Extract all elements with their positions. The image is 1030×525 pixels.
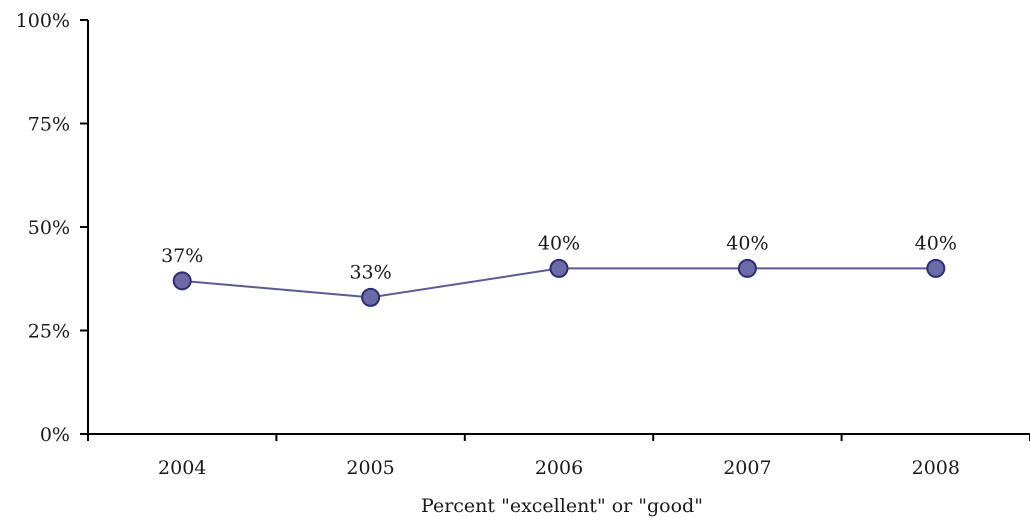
data-label: 40%: [726, 232, 768, 254]
x-axis: 2004 2005 2006 2007 2008: [87, 433, 1030, 479]
data-label: 40%: [538, 232, 580, 254]
data-point: [737, 258, 757, 278]
y-tick-label: 75%: [28, 114, 70, 136]
data-label: 33%: [349, 261, 391, 283]
y-tick-label: 0%: [40, 424, 70, 446]
x-axis-title: Percent "excellent" or "good": [421, 495, 703, 517]
x-tick-label: 2006: [535, 457, 583, 479]
data-label: 37%: [161, 245, 203, 267]
data-point: [549, 258, 569, 278]
data-point: [172, 271, 192, 291]
x-tick-label: 2005: [346, 457, 394, 479]
x-tick-label: 2004: [158, 457, 206, 479]
series: 37% 33% 40% 40% 40%: [161, 232, 957, 307]
y-axis: 0% 25% 50% 75% 100%: [16, 10, 89, 446]
y-tick-label: 100%: [16, 10, 70, 32]
data-label: 40%: [915, 232, 957, 254]
data-point: [926, 258, 946, 278]
x-tick-label: 2008: [912, 457, 960, 479]
data-point: [361, 287, 381, 307]
y-tick-label: 50%: [28, 217, 70, 239]
x-tick-label: 2007: [723, 457, 771, 479]
y-tick-label: 25%: [28, 321, 70, 343]
